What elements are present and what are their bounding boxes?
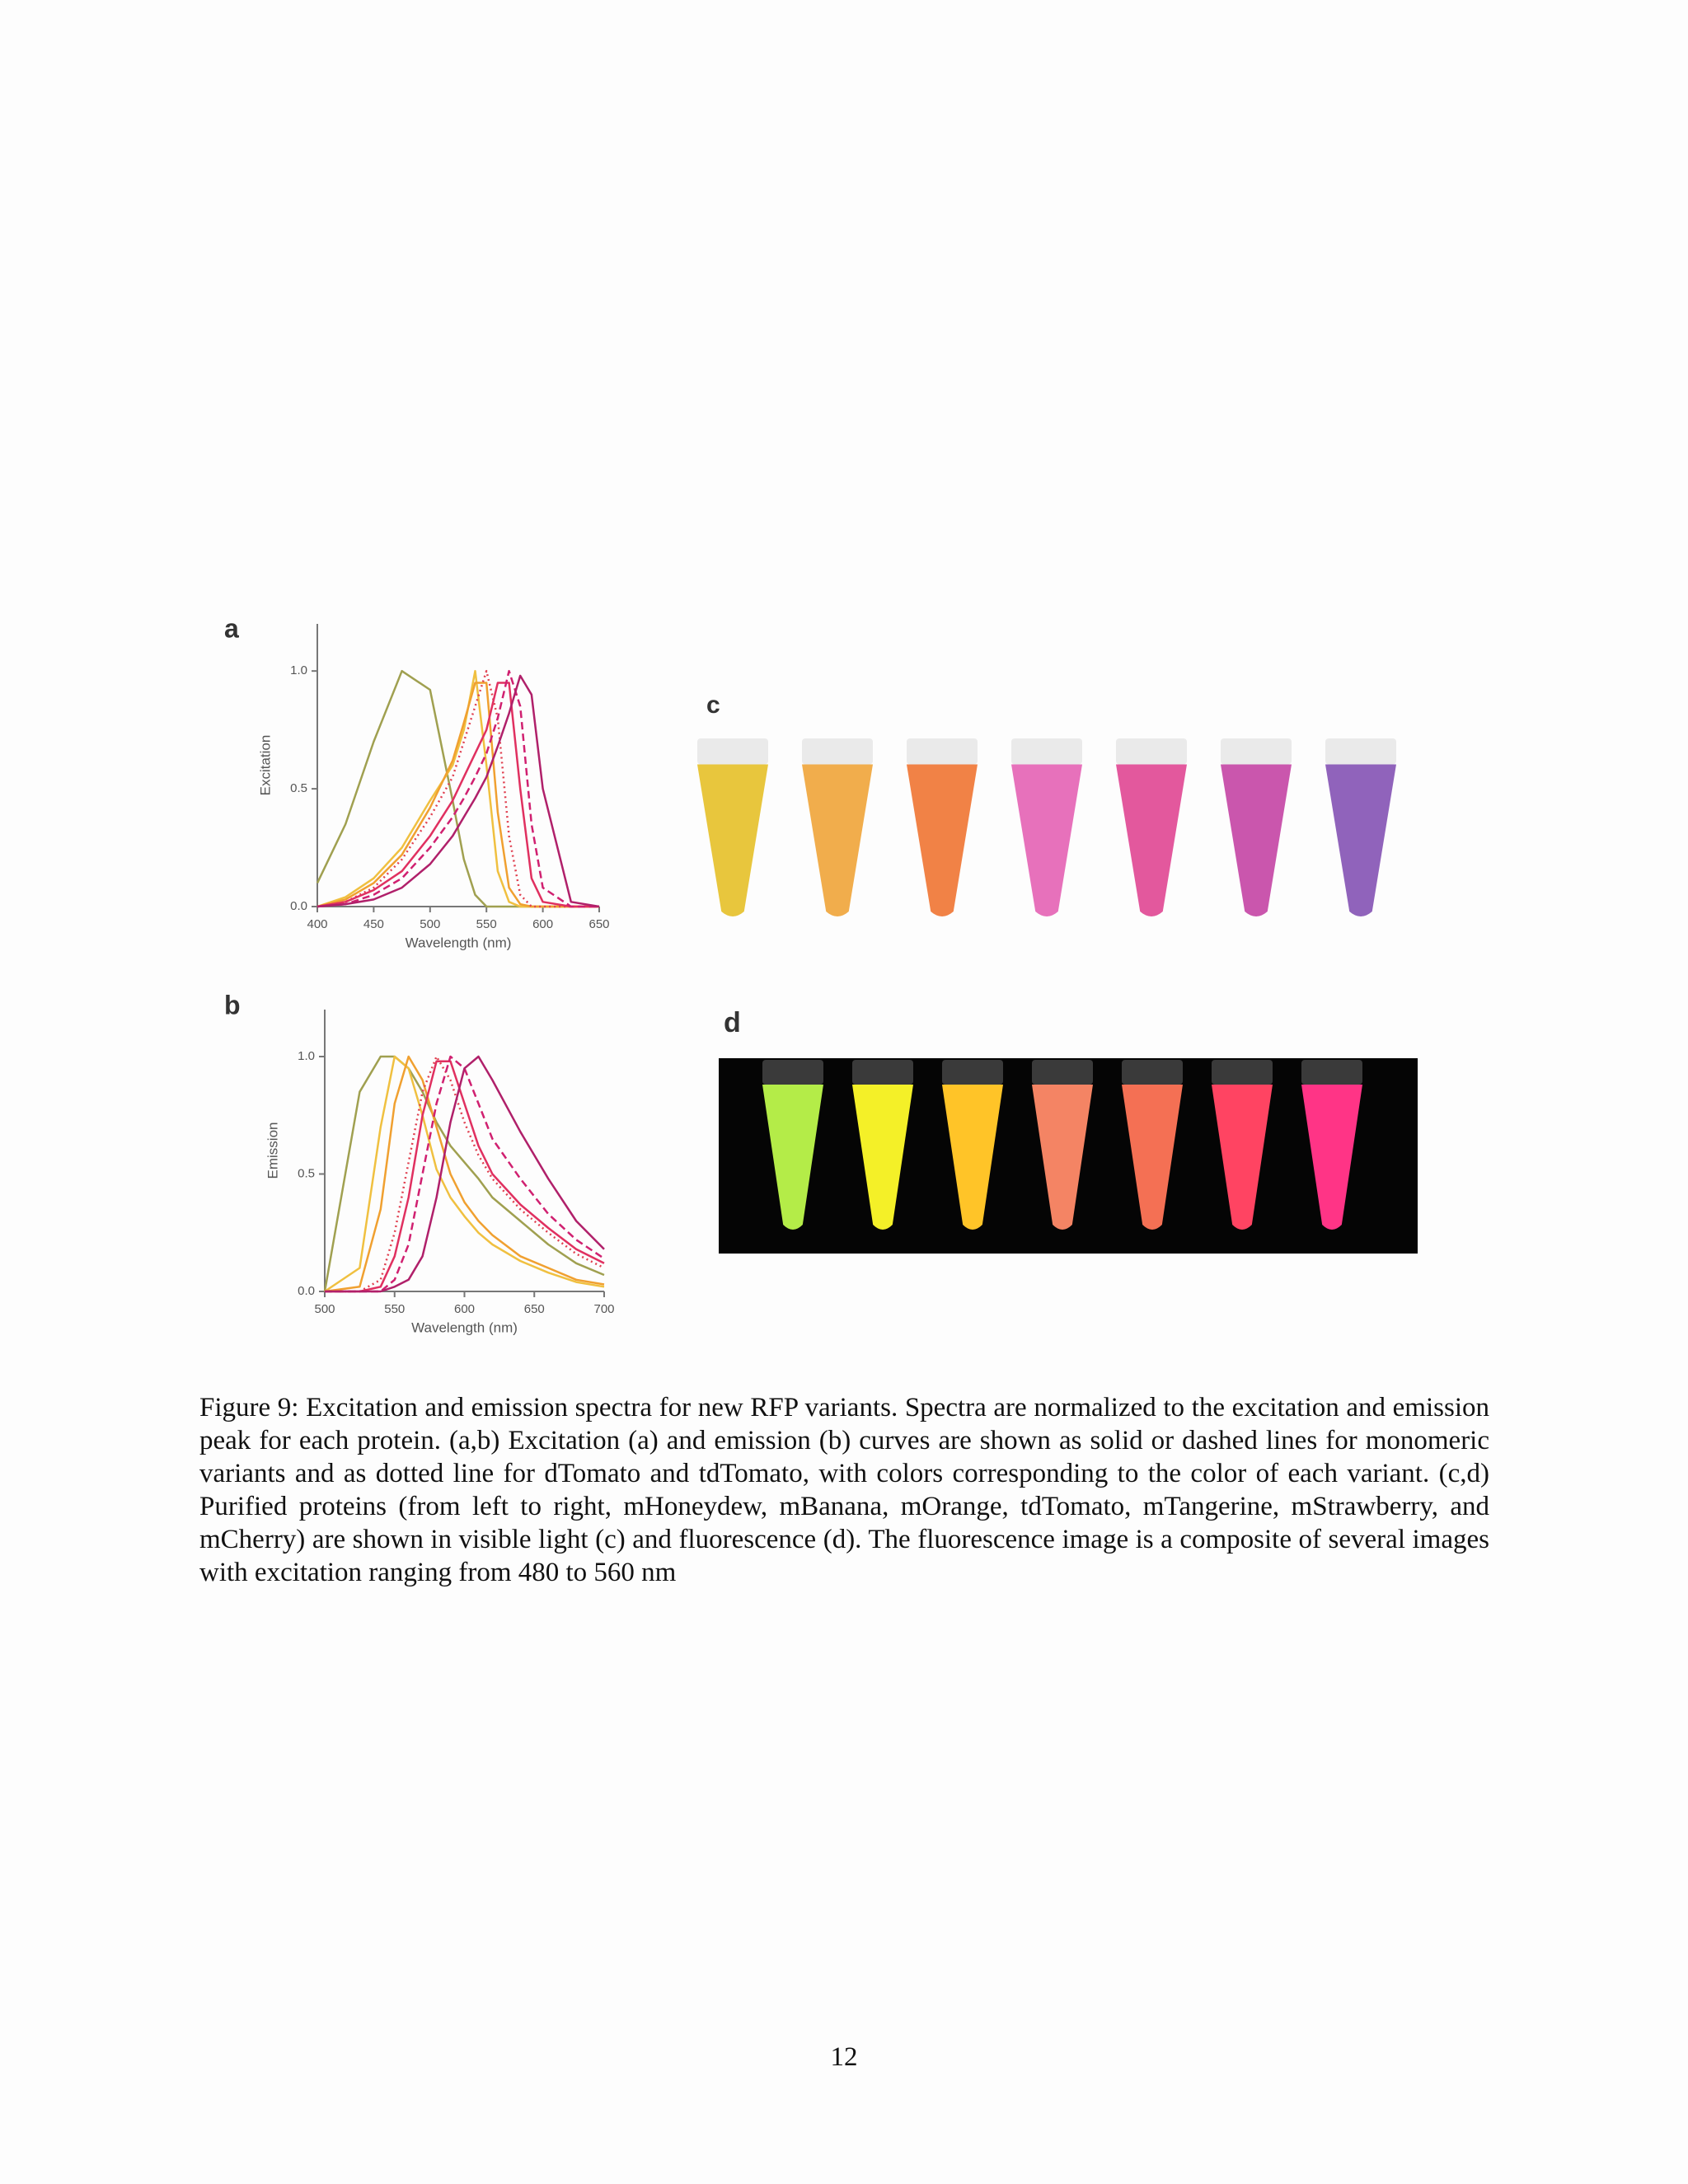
tube-body xyxy=(852,1085,913,1230)
x-axis-label: Wavelength (nm) xyxy=(411,1319,518,1335)
tube-body xyxy=(1325,764,1396,916)
tube-cap xyxy=(1301,1060,1362,1085)
tube-cap xyxy=(942,1060,1003,1085)
tube-body xyxy=(1032,1085,1093,1230)
tube-cap xyxy=(697,738,768,765)
tube-body xyxy=(762,1085,823,1230)
spectrum-line xyxy=(316,682,599,908)
x-tick-label: 700 xyxy=(593,1302,614,1316)
spectrum-line xyxy=(316,669,599,908)
y-tick-label: 0.5 xyxy=(298,1166,315,1180)
tube-body xyxy=(942,1085,1003,1230)
tube-body xyxy=(1011,764,1082,916)
spectrum-line xyxy=(323,1055,605,1292)
x-tick-label: 650 xyxy=(524,1302,545,1316)
tube-cap xyxy=(1325,738,1396,765)
panel-label: d xyxy=(724,1007,741,1038)
x-tick-label: 500 xyxy=(314,1302,335,1316)
tube-cap xyxy=(1212,1060,1273,1085)
spectrum-line xyxy=(325,1055,605,1293)
tube-cap xyxy=(907,738,978,765)
tube-body xyxy=(697,764,768,916)
tube-body xyxy=(1212,1085,1273,1230)
x-tick-label: 400 xyxy=(307,917,327,931)
spectrum-line xyxy=(325,1055,605,1293)
x-tick-label: 550 xyxy=(384,1302,405,1316)
panel-label: a xyxy=(224,613,239,643)
panel-label: c xyxy=(706,691,720,719)
spectrum-line xyxy=(316,682,599,908)
y-tick-label: 1.0 xyxy=(290,663,307,677)
x-tick-label: 600 xyxy=(532,917,553,931)
y-tick-label: 1.0 xyxy=(298,1049,315,1063)
tube-body xyxy=(802,764,873,916)
panel-label: b xyxy=(224,990,241,1019)
tube-cap xyxy=(1122,1060,1183,1085)
tube-cap xyxy=(802,738,873,765)
y-tick-label: 0.5 xyxy=(290,781,307,795)
tube-body xyxy=(1122,1085,1183,1230)
tube-photos xyxy=(697,738,1396,1230)
spectrum-line xyxy=(325,1055,605,1293)
spectrum-line xyxy=(316,669,599,908)
tube-cap xyxy=(852,1060,913,1085)
x-tick-label: 550 xyxy=(476,917,497,931)
x-tick-label: 450 xyxy=(363,917,384,931)
tube-body xyxy=(1116,764,1187,916)
spectrum-line xyxy=(316,674,600,908)
tube-body xyxy=(1301,1085,1362,1230)
tube-body xyxy=(907,764,978,916)
spectrum-line xyxy=(325,1060,605,1293)
tube-cap xyxy=(1032,1060,1093,1085)
y-axis-label: Emission xyxy=(265,1122,280,1179)
tube-cap xyxy=(1116,738,1187,765)
page-number: 12 xyxy=(830,2042,858,2072)
y-tick-label: 0.0 xyxy=(290,899,307,913)
x-tick-label: 600 xyxy=(454,1302,475,1316)
x-tick-label: 500 xyxy=(420,917,440,931)
tube-cap xyxy=(762,1060,823,1085)
caption: Figure 9: Excitation and emission spectr… xyxy=(199,1393,1489,1587)
tube-cap xyxy=(1011,738,1082,765)
x-axis-label: Wavelength (nm) xyxy=(406,935,512,950)
spectrum-line xyxy=(324,1055,605,1293)
tube-cap xyxy=(1221,738,1292,765)
x-tick-label: 650 xyxy=(588,917,609,931)
y-tick-label: 0.0 xyxy=(298,1284,315,1298)
tube-body xyxy=(1221,764,1292,916)
y-axis-label: Excitation xyxy=(257,735,273,796)
spectrum-line xyxy=(324,1055,605,1293)
